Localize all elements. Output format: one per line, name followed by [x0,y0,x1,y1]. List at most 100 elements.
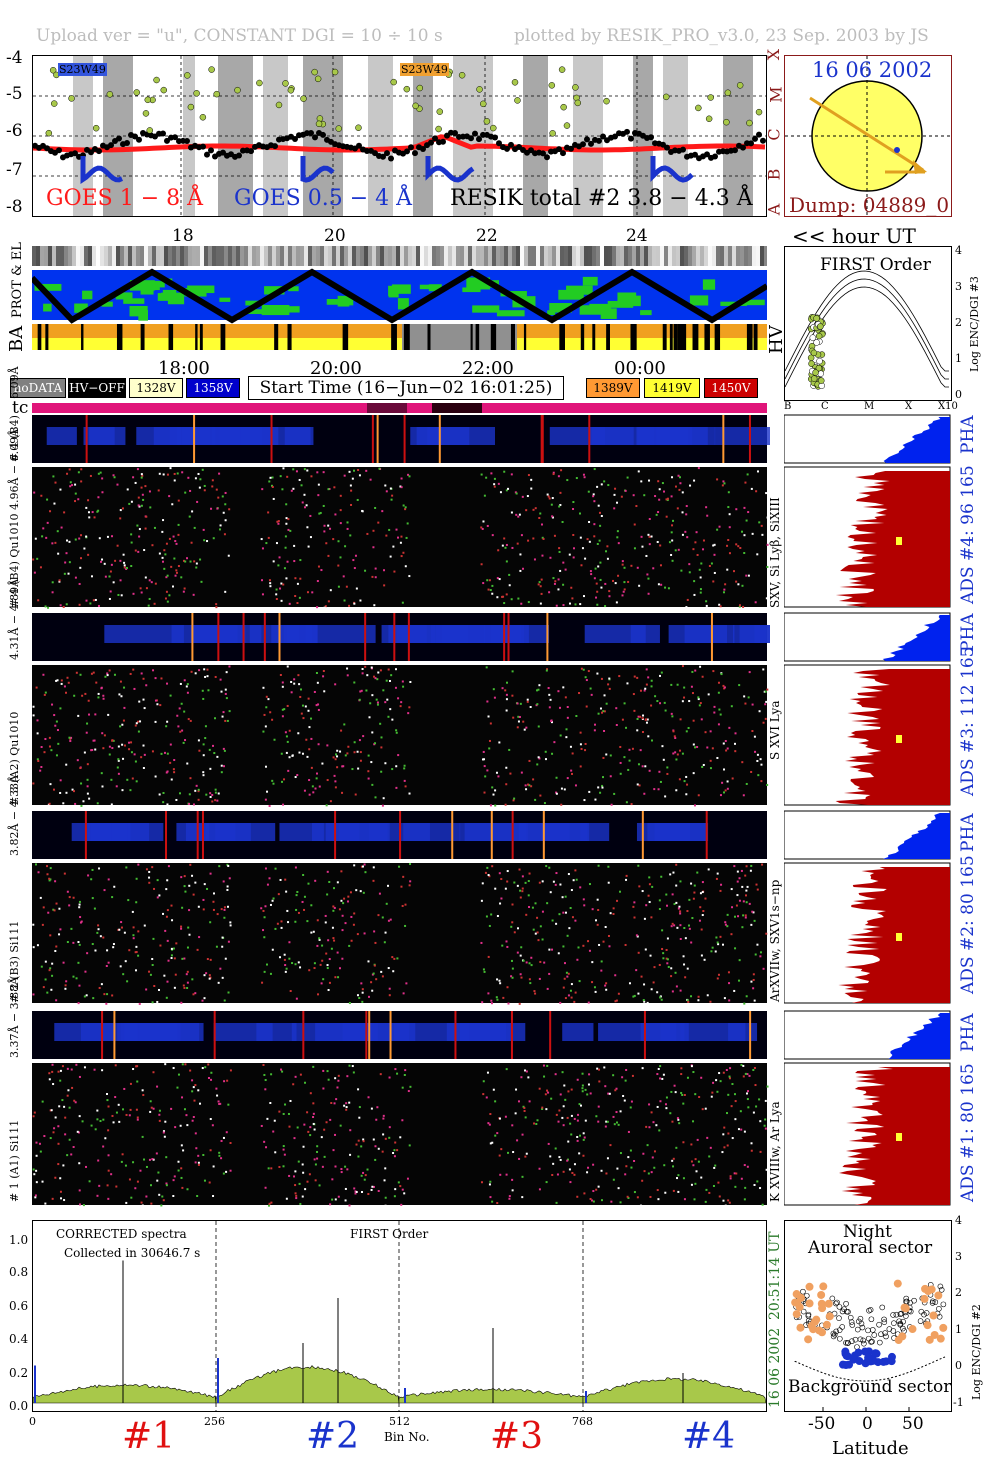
resik-point [588,140,594,147]
ads-dot [220,1139,223,1142]
ads-dot [332,756,335,759]
ads-dot [178,707,181,710]
ads-dot [77,471,80,474]
ba-hvoff-mark [662,324,667,350]
ads-dot [329,1118,332,1121]
ads-dot [759,955,762,958]
ads-dot [352,559,355,562]
ads-dot [326,744,329,747]
goes-flare-point [106,91,114,98]
ads-dot [657,788,660,791]
ads-dot [134,969,137,972]
ads-dot [48,969,51,972]
ads-dot [327,554,330,557]
tc-strip [32,403,767,413]
pha-blob [338,823,388,841]
ads-dot [543,961,546,964]
lat-point [803,1292,810,1299]
ch2-pha-label: 3.82Å − 4.33Å [8,774,21,856]
ads-dot [385,902,388,905]
ads-dot [78,582,81,585]
lat-point [831,1331,838,1338]
ads-dot [123,706,126,709]
ads-dot [337,1079,340,1082]
ads-dot [128,1178,131,1181]
ads-dot [497,775,500,778]
ads-dot [618,675,621,678]
pha-blob [654,823,706,841]
ba-hvoff-mark [45,324,49,350]
first-order-point [818,377,825,384]
ads-dot [403,767,406,770]
ads-dot [116,483,119,486]
ads-dot [117,928,120,931]
pha-line [438,415,441,463]
ads-dot [589,687,592,690]
resik-point [664,144,670,151]
ads-dot [602,710,605,713]
ads-dot [278,1110,281,1113]
ads-dot [202,754,205,757]
ads-dot [389,918,392,921]
ads-dot [64,561,67,564]
ads-dot [404,506,407,509]
ads-dot [350,489,353,492]
ads-dot [283,567,286,570]
ads-dot [667,965,670,968]
pha-line [451,811,454,859]
pha-blob [541,823,570,841]
ads-dot [592,1163,595,1166]
resik-point [740,144,746,151]
lat-point-high [824,1299,833,1308]
ads-dot [672,1157,675,1160]
prot-strip-cell [684,246,688,266]
ads-dot [228,665,231,668]
goes-flare-point [490,124,497,132]
ads-dot [678,778,681,781]
ads-dot [554,580,557,583]
ads-dot [158,552,161,555]
ads-dot [520,602,523,605]
goes-flare-point [311,68,318,76]
ads-dot [494,887,497,890]
ads-dot [596,542,599,545]
ads-dot [610,803,613,806]
ads-dot [746,473,749,476]
ads-dot [220,908,223,911]
ads-dot [289,529,292,532]
ads-dot [680,569,683,572]
ads-dot [592,493,595,496]
ads-dot [98,1184,101,1187]
ads-dot [304,1081,307,1084]
ads-dot [718,603,721,606]
ads-dot [148,1158,151,1161]
ads-dot [315,671,318,674]
ads-dot [755,490,758,493]
ads-dot [184,1063,187,1066]
prot-strip-cell [700,246,704,266]
ads-dot [298,751,301,754]
ads-dot [494,1100,497,1103]
ads-dot [60,682,63,685]
ads-dot [700,1176,703,1179]
ads-dot [207,689,210,692]
ads-dot [539,512,542,515]
ads-dot [676,507,679,510]
ads-dot [111,739,114,742]
ads-dot [505,693,508,696]
ads-dot [724,583,727,586]
ads-dot [96,1194,99,1197]
ads-dot [525,509,528,512]
ads-dot [744,702,747,705]
ads-dot [659,702,662,705]
lat-point-high [817,1290,826,1299]
first-order-point [812,369,819,376]
prot-strip-cell [624,246,628,266]
ads-dot [370,1188,373,1191]
ads-dot [323,524,326,527]
ads-dot [718,525,721,528]
ads-dot [623,702,626,705]
ads-dot [166,879,169,882]
ads-dot [488,924,491,927]
ads-dot [633,901,636,904]
